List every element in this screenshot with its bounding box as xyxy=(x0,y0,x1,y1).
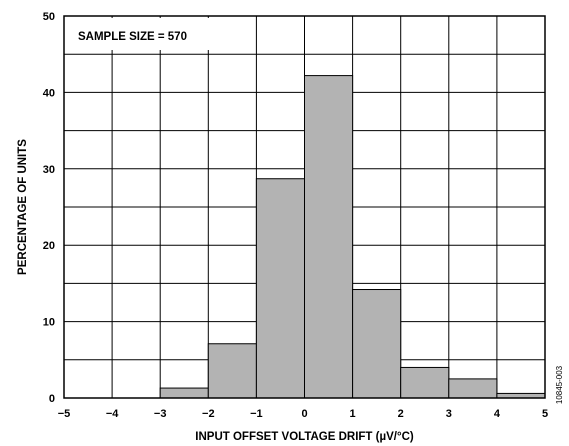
y-tick-label: 30 xyxy=(43,164,55,176)
histogram-bar xyxy=(159,387,209,399)
bars xyxy=(159,75,546,399)
y-tick-label: 0 xyxy=(49,393,55,405)
x-tick-label: 1 xyxy=(350,408,356,420)
histogram-bar xyxy=(207,343,257,399)
plot-frame xyxy=(63,15,546,399)
x-tick-label: 0 xyxy=(301,408,307,420)
x-tick-labels: −5 −4 −3 −2 −1 0 1 2 3 4 5 xyxy=(58,408,548,420)
sample-size-box-bg xyxy=(66,18,252,50)
y-tick-label: 10 xyxy=(43,317,55,329)
sample-size-box: SAMPLE SIZE = 570 xyxy=(66,18,252,50)
y-tick-label: 50 xyxy=(43,11,55,23)
x-tick-label: 2 xyxy=(398,408,404,420)
y-tick-label: 40 xyxy=(43,87,55,99)
sample-size-label: SAMPLE SIZE = 570 xyxy=(78,31,187,43)
y-tick-label: 20 xyxy=(43,240,55,252)
y-axis-title: PERCENTAGE OF UNITS xyxy=(17,139,29,275)
figure-code: 10845-003 xyxy=(555,365,564,404)
x-tick-label: 4 xyxy=(494,408,501,420)
x-tick-label: −5 xyxy=(58,408,71,420)
y-tick-labels: 0 10 20 30 40 50 xyxy=(43,11,55,405)
histogram-bar xyxy=(352,289,402,399)
x-tick-label: −2 xyxy=(202,408,215,420)
x-tick-label: −4 xyxy=(106,408,119,420)
histogram-bar xyxy=(448,378,498,399)
x-tick-label: −3 xyxy=(154,408,167,420)
x-tick-label: 5 xyxy=(542,408,548,420)
x-axis-title: INPUT OFFSET VOLTAGE DRIFT (µV/°C) xyxy=(195,431,414,443)
x-tick-label: 3 xyxy=(446,408,452,420)
histogram-bar xyxy=(400,366,450,399)
histogram-bar xyxy=(304,75,354,399)
x-tick-label: −1 xyxy=(250,408,263,420)
histogram-bar xyxy=(255,178,305,399)
